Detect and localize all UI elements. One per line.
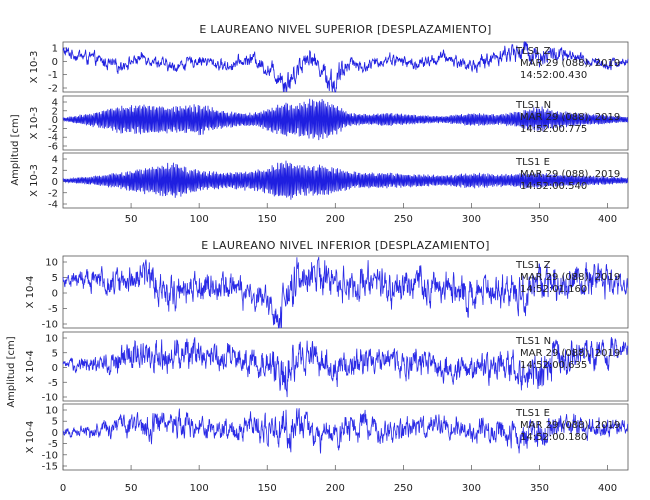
time-label: 14:52:00.180 bbox=[520, 432, 587, 443]
y-tick-label: 2 bbox=[52, 106, 58, 117]
y-tick-label: -10 bbox=[42, 320, 58, 331]
time-label: 14:52:00.635 bbox=[520, 360, 587, 371]
x-tick-label: 0 bbox=[60, 483, 66, 494]
station-channel-label: TLS1 Z bbox=[515, 260, 551, 271]
x-tick-label: 150 bbox=[258, 214, 277, 225]
y-tick-label: 10 bbox=[45, 258, 58, 269]
scale-label: X 10-4 bbox=[25, 276, 36, 309]
panel-frame bbox=[62, 331, 629, 402]
y-tick-label: 0 bbox=[52, 57, 58, 68]
y-tick-label: 10 bbox=[45, 406, 58, 417]
x-tick-label: 200 bbox=[326, 483, 345, 494]
y-tick-label: 0 bbox=[52, 115, 58, 126]
y-tick-label: -5 bbox=[48, 378, 58, 389]
y-tick-label: -10 bbox=[42, 450, 58, 461]
x-tick-label: 350 bbox=[530, 483, 549, 494]
figure-superior: E LAUREANO NIVEL SUPERIOR [DESPLAZAMIENT… bbox=[10, 23, 629, 225]
x-tick-label: 250 bbox=[394, 214, 413, 225]
scale-label: X 10-3 bbox=[29, 164, 40, 197]
x-tick-label: 300 bbox=[462, 483, 481, 494]
y-tick-label: 4 bbox=[52, 98, 58, 109]
station-channel-label: TLS1 E bbox=[515, 408, 550, 419]
x-tick-label: 200 bbox=[326, 214, 345, 225]
y-tick-label: 4 bbox=[52, 155, 58, 166]
panel-frame bbox=[62, 41, 629, 93]
y-tick-label: -2 bbox=[48, 124, 58, 135]
y-tick-label: 5 bbox=[52, 417, 58, 428]
y-tick-label: -6 bbox=[48, 142, 58, 153]
trace-line-e bbox=[62, 160, 629, 200]
chart-title: E LAUREANO NIVEL SUPERIOR [DESPLAZAMIENT… bbox=[199, 23, 491, 36]
y-tick-label: 0 bbox=[52, 177, 58, 188]
y-tick-label: 0 bbox=[52, 289, 58, 300]
y-tick-label: -5 bbox=[48, 304, 58, 315]
station-channel-label: TLS1 N bbox=[515, 336, 551, 347]
y-tick-label: 5 bbox=[52, 273, 58, 284]
panel-frame bbox=[62, 152, 629, 209]
figure-inferior: E LAUREANO NIVEL INFERIOR [DESPLAZAMIENT… bbox=[6, 239, 629, 494]
station-channel-label: TLS1 N bbox=[515, 100, 551, 111]
date-label: MAR 29 (088), 2019 bbox=[520, 58, 620, 69]
x-tick-label: 250 bbox=[394, 483, 413, 494]
y-tick-label: -5 bbox=[48, 439, 58, 450]
x-tick-label: 150 bbox=[258, 483, 277, 494]
date-label: MAR 29 (088), 2019 bbox=[520, 272, 620, 283]
x-tick-label: 300 bbox=[462, 214, 481, 225]
x-tick-label: 400 bbox=[598, 214, 617, 225]
chart-title: E LAUREANO NIVEL INFERIOR [DESPLAZAMIENT… bbox=[201, 239, 489, 252]
trace-line-z bbox=[62, 256, 629, 329]
panel-frame bbox=[62, 95, 629, 151]
date-label: MAR 29 (088), 2019 bbox=[520, 112, 620, 123]
y-tick-label: -4 bbox=[48, 200, 58, 211]
scale-label: X 10-3 bbox=[29, 51, 40, 84]
y-tick-label: -4 bbox=[48, 133, 58, 144]
date-label: MAR 29 (088), 2019 bbox=[520, 420, 620, 431]
date-label: MAR 29 (088), 2019 bbox=[520, 348, 620, 359]
y-tick-label: 0 bbox=[52, 428, 58, 439]
y-tick-label: 10 bbox=[45, 334, 58, 345]
trace-line-n bbox=[62, 98, 629, 141]
y-tick-label: -1 bbox=[48, 70, 58, 81]
y-tick-label: 1 bbox=[52, 44, 58, 55]
time-label: 14:52:00.540 bbox=[520, 181, 587, 192]
trace-line-e bbox=[62, 408, 629, 454]
x-tick-label: 400 bbox=[598, 483, 617, 494]
time-label: 14:52:00.430 bbox=[520, 70, 587, 81]
x-tick-label: 50 bbox=[125, 214, 138, 225]
y-tick-label: -2 bbox=[48, 84, 58, 95]
time-label: 14:52:00.775 bbox=[520, 124, 587, 135]
x-tick-label: 350 bbox=[530, 214, 549, 225]
y-axis-label: Amplitud [cm] bbox=[6, 336, 17, 407]
scale-label: X 10-3 bbox=[29, 107, 40, 140]
station-channel-label: TLS1 E bbox=[515, 157, 550, 168]
y-tick-label: 5 bbox=[52, 348, 58, 359]
x-tick-label: 100 bbox=[190, 214, 209, 225]
trace-line-n bbox=[62, 336, 629, 398]
scale-label: X 10-4 bbox=[25, 350, 36, 383]
y-axis-label: Amplitud [cm] bbox=[10, 114, 21, 185]
y-tick-label: 2 bbox=[52, 166, 58, 177]
scale-label: X 10-4 bbox=[25, 421, 36, 454]
y-tick-label: -10 bbox=[42, 393, 58, 404]
y-tick-label: -2 bbox=[48, 188, 58, 199]
panel-frame bbox=[62, 255, 629, 329]
y-tick-label: 0 bbox=[52, 363, 58, 374]
x-tick-label: 100 bbox=[190, 483, 209, 494]
time-label: 14:52:01.160 bbox=[520, 284, 587, 295]
x-tick-label: 50 bbox=[125, 483, 138, 494]
trace-line-z bbox=[62, 40, 629, 93]
panel-frame bbox=[62, 403, 629, 471]
date-label: MAR 29 (088), 2019 bbox=[520, 169, 620, 180]
station-channel-label: TLS1 Z bbox=[515, 46, 551, 57]
y-tick-label: -15 bbox=[42, 462, 58, 473]
